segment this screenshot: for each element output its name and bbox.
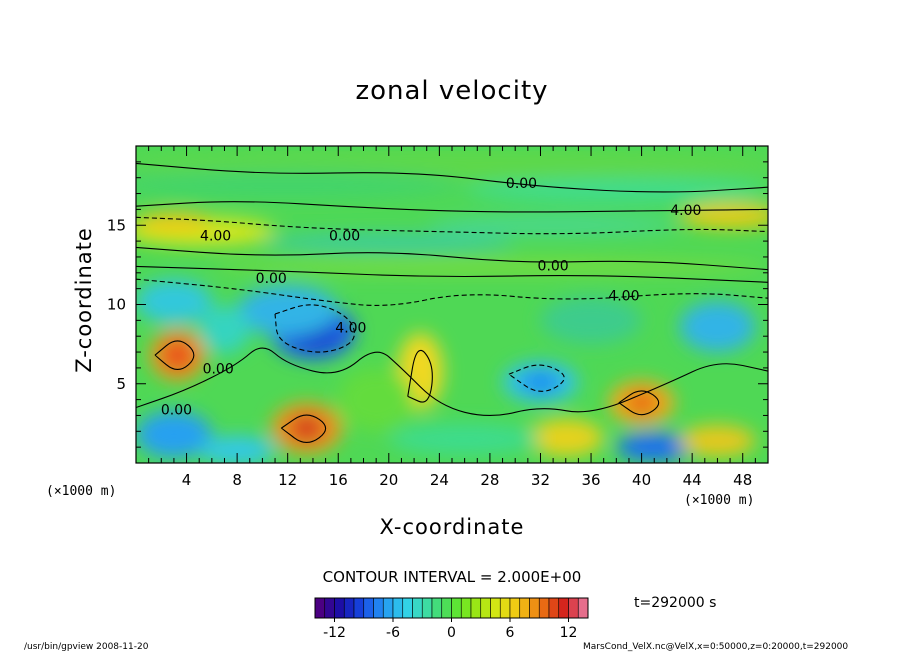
colorbar-swatch	[334, 597, 345, 619]
time-label: t=292000 s	[634, 595, 717, 611]
contour-label: 0.00	[506, 176, 537, 192]
colorbar-swatch	[392, 597, 404, 619]
colorbar-swatch	[480, 597, 491, 619]
contour-label: 4.00	[608, 289, 639, 305]
contour-label: 4.00	[200, 228, 231, 244]
y-tick-label: 15	[107, 216, 126, 234]
colorbar-swatch	[460, 597, 472, 619]
colorbar-swatch	[548, 597, 560, 619]
colorbar-swatch	[577, 597, 589, 619]
colorbar-swatch	[402, 597, 413, 619]
colorbar-tick-label: -6	[386, 625, 400, 641]
x-tick-label: 8	[232, 471, 242, 489]
x-tick-label: 20	[379, 471, 398, 489]
colorbar-swatch	[382, 597, 394, 619]
colorbar-swatch	[343, 597, 355, 619]
footer-right: MarsCond_VelX.nc@VelX,x=0:50000,z=0:2000…	[583, 642, 849, 652]
y-axis-label: Z-coordinate	[72, 227, 96, 373]
colorbar-swatch	[451, 597, 462, 619]
colorbar-swatch	[519, 597, 530, 619]
colorbar-swatch	[353, 597, 365, 619]
y-tick-label: 10	[107, 296, 126, 314]
colorbar-swatch	[363, 597, 374, 619]
contour-lines	[136, 162, 768, 443]
contour-label: 4.00	[335, 320, 366, 336]
colorbar-swatch	[412, 597, 423, 619]
contour-interval-label: CONTOUR INTERVAL = 2.000E+00	[322, 568, 582, 586]
x-tick-label: 16	[329, 471, 348, 489]
colorbar-swatch	[470, 597, 482, 619]
colorbar-swatch	[431, 597, 443, 619]
colorbar-swatch	[558, 597, 569, 619]
colorbar-swatch	[421, 597, 433, 619]
x-tick-label: 48	[733, 471, 752, 489]
x-tick-label: 40	[632, 471, 651, 489]
y-tick-label: 5	[116, 375, 126, 393]
contour-label: 0.00	[538, 258, 569, 274]
x-tick-label: 4	[182, 471, 192, 489]
colorbar-swatch	[490, 597, 501, 619]
colorbar-swatch	[509, 597, 521, 619]
contour-label: 0.00	[256, 271, 287, 287]
x-tick-label: 24	[430, 471, 449, 489]
colorbar-swatch	[538, 597, 550, 619]
colorbar-tick-label: 12	[560, 625, 578, 641]
contour-label: 0.00	[329, 228, 360, 244]
x-tick-label: 28	[480, 471, 499, 489]
x-axis-label: X-coordinate	[379, 515, 525, 539]
x-tick-label: 44	[683, 471, 702, 489]
colorbar-swatch	[314, 597, 326, 619]
contour-labels: 0.00 4.00 4.00 0.00 0.00 0.00 4.00 4.00 0.00 0.00	[161, 176, 702, 419]
contour-label: 0.00	[203, 361, 234, 377]
chart-title: zonal velocity	[355, 76, 549, 106]
colorbar-swatch	[499, 597, 511, 619]
contour-label: 0.00	[161, 403, 192, 419]
colorbar-swatch	[529, 597, 540, 619]
colorbar-tick-label: -12	[323, 625, 346, 641]
x-tick-label: 36	[581, 471, 600, 489]
colorbar: -12 -6 0 6 12	[314, 597, 589, 641]
colorbar-swatch	[441, 597, 452, 619]
colorbar-tick-label: 6	[506, 625, 515, 641]
x-tick-label: 32	[531, 471, 550, 489]
colorbar-swatch	[568, 597, 579, 619]
footer-left: /usr/bin/gpview 2008-11-20	[24, 642, 149, 652]
velocity-field	[136, 146, 768, 463]
contour-label: 4.00	[670, 203, 701, 219]
x-unit-label-right: (×1000 m)	[684, 493, 755, 508]
x-tick-label: 12	[278, 471, 297, 489]
colorbar-swatch	[373, 597, 384, 619]
x-unit-label-left: (×1000 m)	[46, 484, 117, 499]
colorbar-tick-label: 0	[447, 625, 456, 641]
colorbar-swatch	[324, 597, 335, 619]
